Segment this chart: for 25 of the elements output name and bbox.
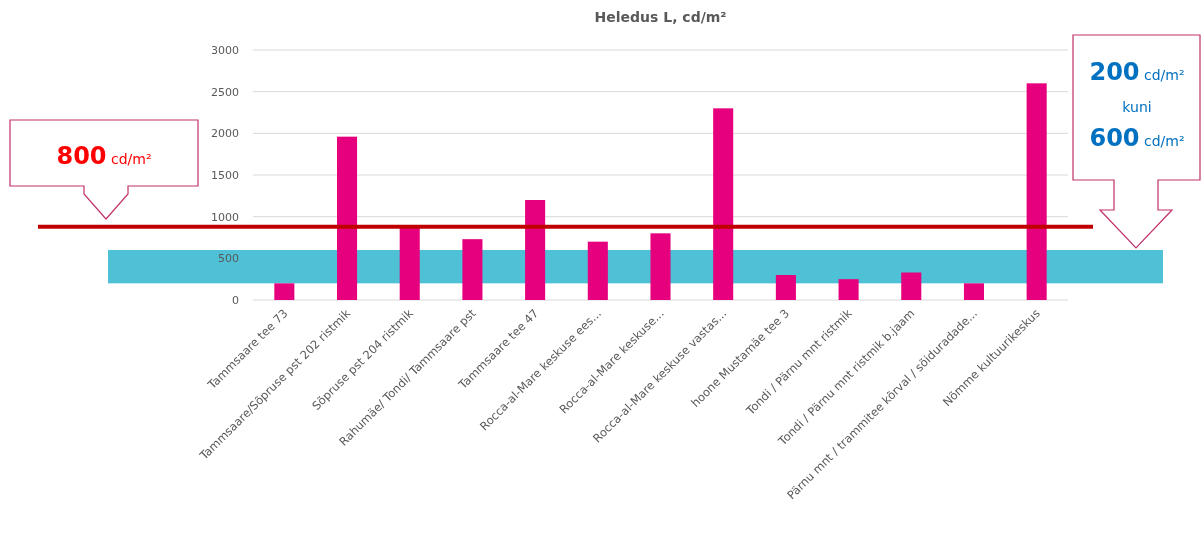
bar (901, 272, 922, 300)
text: 200 cd/m² (1089, 58, 1185, 86)
y-tick-label: 0 (232, 293, 239, 307)
text: 800 cd/m² (56, 142, 152, 170)
bar (525, 200, 546, 300)
bar (337, 136, 358, 300)
text: 600 cd/m² (1089, 124, 1185, 152)
bar (587, 241, 608, 300)
bar (713, 108, 734, 300)
y-tick-label: 1000 (211, 210, 239, 224)
bar (650, 233, 671, 300)
bar (963, 283, 984, 300)
y-tick-label: 500 (218, 252, 239, 266)
bar (1026, 83, 1047, 300)
chart-title: Heledus L, cd/m² (594, 9, 727, 25)
bar (462, 239, 483, 300)
bar (775, 275, 796, 300)
y-tick-label: 1500 (211, 168, 239, 182)
y-tick-label: 2000 (211, 127, 239, 141)
bar (399, 226, 420, 300)
y-tick-label: 2500 (211, 85, 239, 99)
bar (274, 283, 295, 300)
bar (838, 279, 859, 300)
text: kuni (1122, 99, 1152, 115)
y-tick-label: 3000 (211, 43, 239, 57)
